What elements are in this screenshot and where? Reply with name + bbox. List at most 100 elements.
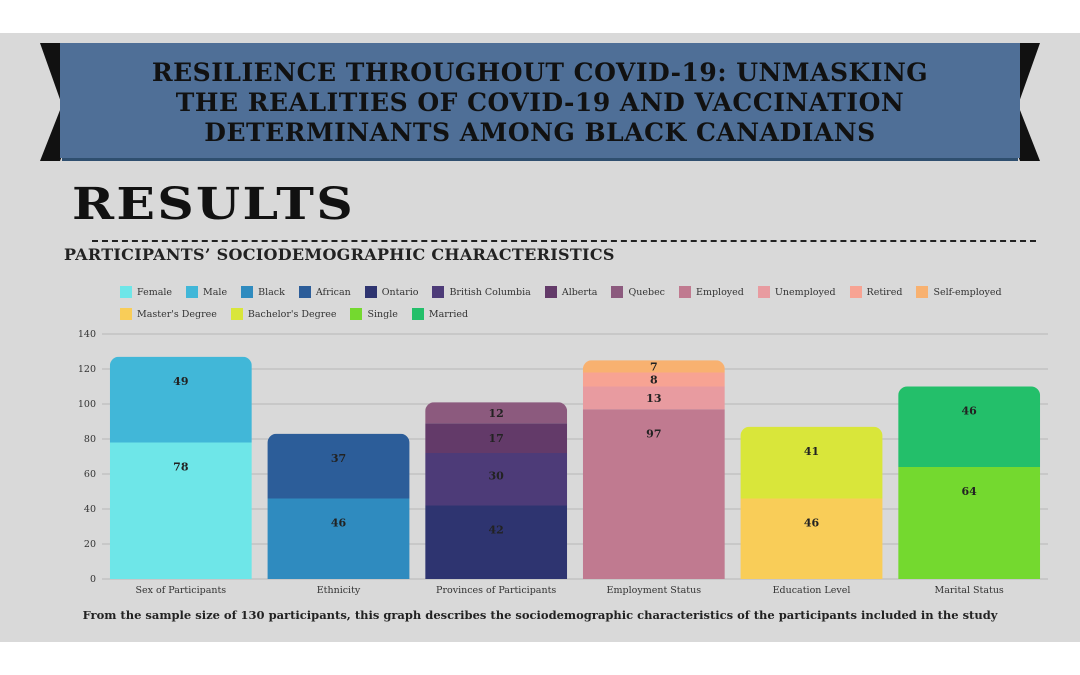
x-tick-label: Marital Status bbox=[935, 585, 1004, 596]
results-heading: RESULTS bbox=[72, 179, 356, 230]
legend-entry: Male bbox=[186, 286, 227, 298]
bar-segment bbox=[425, 453, 568, 506]
legend-entry: Married bbox=[411, 308, 469, 320]
legend-entry: Self-employed bbox=[916, 286, 1002, 298]
y-tick-label: 100 bbox=[78, 399, 96, 410]
legend-label: Ontario bbox=[381, 286, 419, 298]
bar-stack bbox=[898, 386, 1041, 579]
banner-title-line: RESILIENCE THROUGHOUT COVID-19: UNMASKIN… bbox=[151, 58, 929, 87]
chart-subtitle: PARTICIPANTS’ SOCIODEMOGRAPHIC CHARACTER… bbox=[64, 245, 615, 264]
y-tick-label: 40 bbox=[84, 504, 96, 515]
data-label: 13 bbox=[646, 392, 661, 405]
legend-swatch bbox=[120, 308, 132, 320]
bar-stack bbox=[267, 433, 410, 579]
legend-entry: Ontario bbox=[364, 286, 419, 298]
banner-title: RESILIENCE THROUGHOUT COVID-19: UNMASKIN… bbox=[120, 58, 960, 148]
legend-label: Alberta bbox=[561, 286, 598, 298]
legend-swatch bbox=[230, 308, 243, 320]
data-label: 46 bbox=[331, 517, 347, 530]
bar-segment bbox=[740, 426, 883, 499]
legend-swatch bbox=[611, 286, 624, 298]
y-tick-label: 80 bbox=[84, 434, 96, 445]
y-tick-label: 60 bbox=[84, 469, 96, 480]
legend-entry: British Columbia bbox=[432, 286, 531, 298]
bar-segment bbox=[425, 402, 568, 424]
legend-entry: Alberta bbox=[544, 286, 598, 298]
x-tick-label: Sex of Participants bbox=[135, 585, 226, 596]
bar-segment bbox=[582, 360, 725, 373]
bar-segment bbox=[109, 356, 252, 443]
data-label: 49 bbox=[173, 375, 188, 388]
legend-label: Master's Degree bbox=[137, 308, 217, 320]
legend-entry: Single bbox=[350, 308, 398, 320]
legend-swatch bbox=[350, 308, 363, 320]
legend-label: Retired bbox=[866, 286, 903, 298]
legend-entry: Retired bbox=[849, 286, 903, 298]
y-tick-label: 120 bbox=[78, 364, 96, 375]
chart-caption: From the sample size of 130 participants… bbox=[82, 608, 998, 622]
legend-label: Black bbox=[258, 286, 285, 298]
banner-title-line: DETERMINANTS AMONG BLACK CANADIANS bbox=[204, 118, 876, 147]
legend-swatch bbox=[120, 286, 132, 298]
legend-entry: Quebec bbox=[611, 286, 665, 298]
banner-ribbon bbox=[60, 43, 1020, 158]
legend-label: Unemployed bbox=[774, 286, 836, 298]
y-tick-label: 20 bbox=[84, 539, 96, 550]
banner-ribbon-shadow bbox=[62, 158, 1018, 161]
data-label: 30 bbox=[489, 469, 505, 482]
bar-stack bbox=[740, 426, 883, 579]
legend-entry: Female bbox=[120, 286, 172, 298]
legend-label: Employed bbox=[696, 286, 744, 298]
legend-entry: Employed bbox=[679, 286, 744, 298]
data-label: 46 bbox=[962, 405, 978, 418]
legend-swatch bbox=[364, 286, 377, 298]
data-label: 64 bbox=[962, 485, 978, 498]
legend-swatch bbox=[757, 286, 770, 298]
data-label: 78 bbox=[173, 461, 189, 474]
legend-swatch bbox=[916, 286, 929, 298]
bar-stack bbox=[109, 356, 252, 579]
legend-swatch bbox=[544, 286, 557, 298]
bar-stack bbox=[582, 360, 725, 579]
legend-label: African bbox=[315, 286, 351, 298]
data-label: 97 bbox=[646, 427, 661, 440]
x-tick-label: Education Level bbox=[773, 585, 851, 596]
bar-segment bbox=[425, 505, 568, 579]
legend-swatch bbox=[298, 286, 311, 298]
legend-entry: Master's Degree bbox=[120, 308, 217, 320]
legend-entry: Unemployed bbox=[757, 286, 836, 298]
bar-segment bbox=[582, 409, 725, 579]
bar-segment bbox=[109, 442, 252, 579]
bar-segment bbox=[898, 467, 1041, 579]
legend-entry: Bachelor's Degree bbox=[230, 308, 337, 320]
legend-entry: African bbox=[298, 286, 351, 298]
bar-segment bbox=[425, 423, 568, 453]
data-label: 8 bbox=[650, 374, 658, 387]
bar-stack bbox=[425, 402, 568, 579]
x-tick-label: Provinces of Participants bbox=[436, 585, 556, 596]
bar-segment bbox=[898, 386, 1041, 467]
legend-label: Bachelor's Degree bbox=[247, 308, 337, 320]
data-label: 46 bbox=[804, 517, 820, 530]
legend-label: Self-employed bbox=[933, 286, 1002, 298]
legend-label: Married bbox=[428, 308, 469, 320]
dashed-divider bbox=[92, 240, 1036, 242]
banner-title-line: THE REALITIES OF COVID-19 AND VACCINATIO… bbox=[175, 88, 905, 117]
bar-segment bbox=[582, 372, 725, 387]
legend-swatch bbox=[241, 286, 254, 298]
bar-segment bbox=[267, 433, 410, 499]
data-label: 37 bbox=[331, 452, 346, 465]
legend-entry: Black bbox=[241, 286, 285, 298]
data-label: 12 bbox=[489, 407, 504, 420]
data-label: 42 bbox=[489, 524, 504, 537]
legend-label: Single bbox=[367, 308, 398, 320]
legend-label: Female bbox=[137, 286, 173, 298]
poster-panel: RESILIENCE THROUGHOUT COVID-19: UNMASKIN… bbox=[0, 33, 1080, 642]
legend-label: British Columbia bbox=[449, 286, 531, 298]
bar-segment bbox=[267, 498, 410, 579]
legend-swatch bbox=[186, 286, 199, 298]
y-tick-label: 0 bbox=[90, 574, 96, 585]
x-tick-label: Ethnicity bbox=[317, 585, 361, 596]
legend-swatch bbox=[432, 286, 445, 298]
legend-swatch bbox=[679, 286, 692, 298]
